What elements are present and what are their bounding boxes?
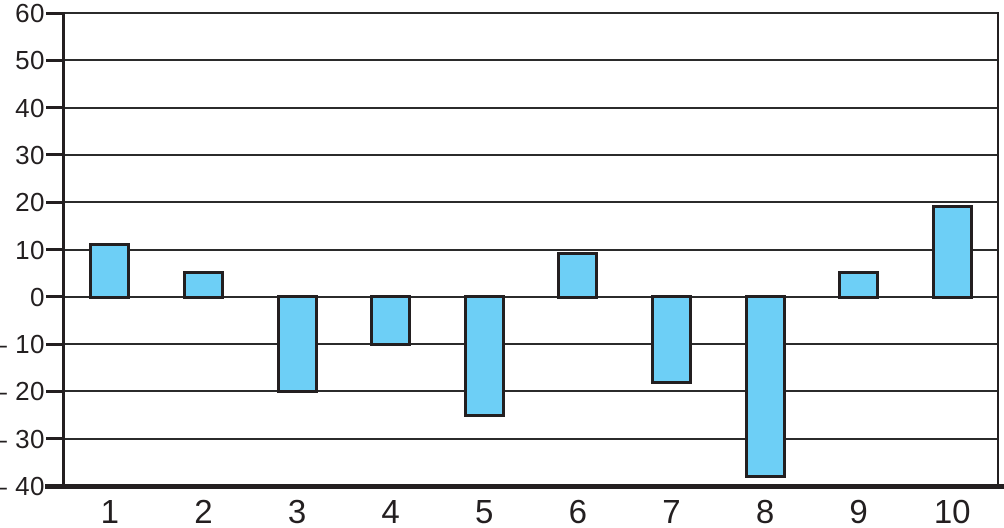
y-axis-tick [46, 295, 63, 299]
bar [931, 205, 973, 299]
gridline [63, 12, 999, 14]
gridline [63, 343, 999, 346]
x-axis-label: 4 [381, 493, 400, 528]
x-axis-label: 8 [755, 493, 775, 528]
x-axis-label: 10 [933, 493, 971, 528]
bar [744, 295, 786, 479]
y-axis-label: – 10 [0, 329, 45, 360]
bar [182, 271, 224, 299]
bar [370, 295, 412, 346]
x-axis-label: 5 [475, 493, 494, 528]
bar [650, 295, 692, 384]
y-axis-label: 10 [15, 234, 45, 265]
gridline [63, 59, 999, 62]
y-axis-label: – 40 [0, 471, 45, 501]
plot-right-border [997, 12, 999, 489]
gridline [63, 390, 999, 393]
y-axis-tick [46, 200, 63, 204]
y-axis-label: 20 [15, 187, 45, 218]
gridline [63, 106, 999, 109]
y-axis-tick [46, 342, 63, 346]
gridline [63, 437, 999, 440]
x-axis-label: 3 [287, 493, 307, 528]
bar [557, 252, 599, 299]
bar [838, 271, 880, 299]
y-axis-label: – 30 [0, 423, 45, 454]
y-axis-label: – 20 [0, 376, 45, 407]
y-axis-tick [46, 11, 63, 15]
y-axis-label: 0 [30, 281, 45, 312]
y-axis-tick [46, 437, 63, 441]
bar [463, 295, 505, 417]
y-axis-label: 50 [15, 45, 45, 76]
y-axis-tick [46, 389, 63, 393]
y-axis-tick [46, 106, 63, 110]
y-axis-label: 30 [15, 139, 45, 170]
x-axis-line [45, 483, 1004, 489]
y-axis-label: 60 [15, 0, 45, 28]
y-axis-label: 40 [15, 92, 45, 123]
x-axis-label: 9 [849, 493, 868, 528]
x-axis-label: 2 [194, 493, 213, 528]
bar [89, 243, 131, 299]
x-axis-label: 7 [662, 493, 681, 528]
gridline [63, 153, 999, 156]
y-axis-tick [46, 58, 63, 62]
y-axis-tick [46, 153, 63, 157]
gridline [63, 201, 999, 204]
x-axis-label: 6 [568, 493, 587, 528]
x-axis-label: 1 [100, 493, 119, 528]
y-axis-tick [46, 248, 63, 251]
y-axis-line [61, 12, 65, 489]
gridline [63, 295, 999, 298]
gridline [63, 248, 999, 251]
bar [276, 295, 318, 394]
